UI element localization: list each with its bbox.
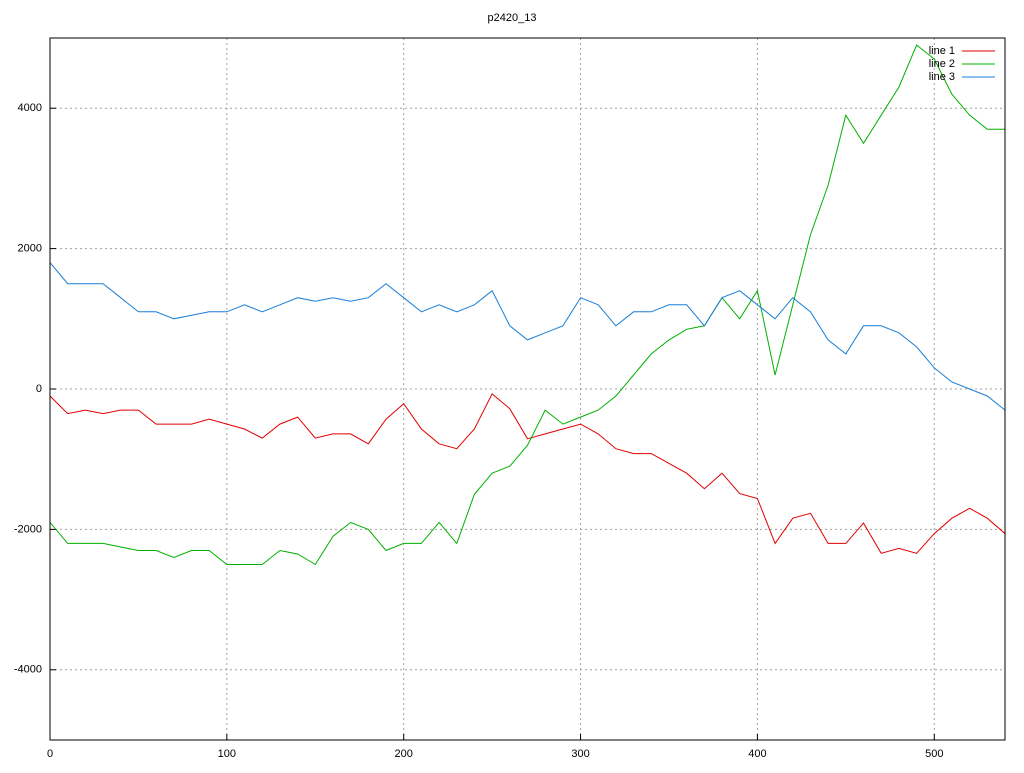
x-tick-label: 100 xyxy=(218,748,236,760)
x-tick-label: 500 xyxy=(925,748,943,760)
x-tick-label: 300 xyxy=(571,748,589,760)
x-tick-label: 0 xyxy=(47,748,53,760)
plot-frame xyxy=(49,37,1006,741)
y-tick-label: -4000 xyxy=(14,664,42,676)
series-line xyxy=(50,44,1005,566)
series-line xyxy=(50,393,1005,554)
y-tick-label: 0 xyxy=(36,383,42,395)
x-tick-label: 400 xyxy=(748,748,766,760)
series-line xyxy=(50,262,1005,411)
y-tick-label: 2000 xyxy=(18,243,42,255)
y-tick-label: 4000 xyxy=(18,102,42,114)
x-tick-label: 200 xyxy=(395,748,413,760)
chart-title: p2420_13 xyxy=(488,12,537,24)
legend-label: line 3 xyxy=(929,71,955,83)
y-tick-label: -2000 xyxy=(14,523,42,535)
legend-label: line 1 xyxy=(929,45,955,57)
legend-label: line 2 xyxy=(929,58,955,70)
